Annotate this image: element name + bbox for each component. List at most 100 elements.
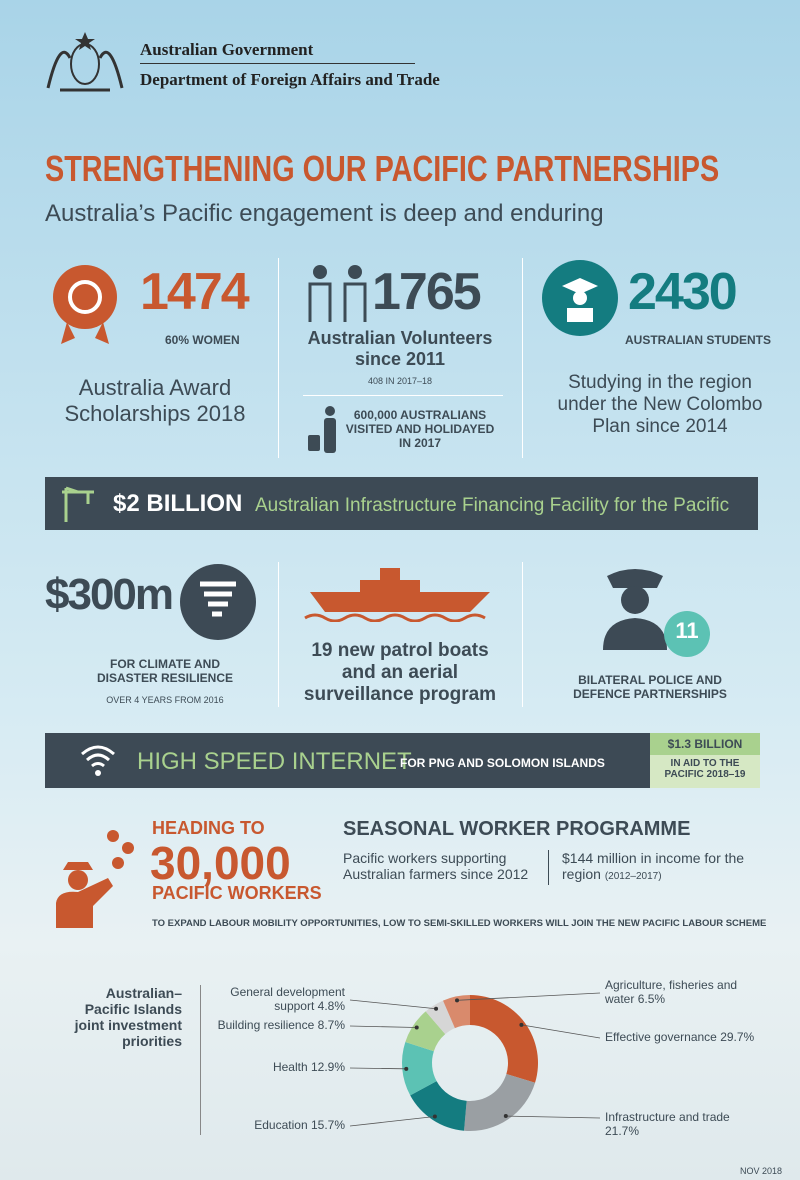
workers-number: 30,000 — [150, 837, 291, 889]
leader-line — [349, 999, 437, 1010]
leader-line — [349, 1067, 407, 1070]
banner-label: Australian Infrastructure Financing Faci… — [255, 495, 730, 516]
chart-title: Australian– Pacific Islands joint invest… — [74, 985, 182, 1049]
aid-label: IN AID TO THE PACIFIC 2018–19 — [664, 758, 746, 780]
donut-label: Education 15.7% — [215, 1118, 345, 1132]
value-label: 29.7% — [720, 1030, 755, 1044]
programme-point: Pacific workers supporting Australian fa… — [343, 850, 529, 882]
leader-line — [521, 1024, 601, 1039]
award-icon — [53, 265, 117, 344]
donut-segment — [402, 1041, 437, 1096]
value-label: 12.9% — [310, 1060, 345, 1074]
volunteers-icon — [308, 265, 367, 322]
security-label: BILATERAL POLICE AND DEFENCE PARTNERSHIP… — [573, 673, 727, 701]
leader-dot — [503, 1114, 508, 1119]
date: NOV 2018 — [740, 1166, 783, 1176]
stat-label: Studying in the region under the New Col… — [557, 372, 763, 437]
donut-segment — [470, 995, 538, 1083]
divider — [522, 258, 523, 458]
category-label: Effective governance — [605, 1030, 717, 1044]
divider — [278, 562, 279, 707]
leader-dot — [434, 1006, 439, 1011]
internet-title: HIGH SPEED INTERNET — [137, 748, 412, 775]
workers-label: PACIFIC WORKERS — [152, 883, 322, 903]
value-label: 21.7% — [605, 1124, 640, 1138]
donut-label: General development support 4.8% — [215, 985, 345, 1013]
value-label: 15.7% — [310, 1118, 345, 1132]
donut-label: Agriculture, fisheries and water 6.5% — [605, 978, 755, 1006]
leader-dot — [404, 1066, 409, 1071]
category-label: Agriculture, fisheries and water — [605, 978, 738, 1006]
leader-dot — [455, 998, 460, 1003]
org-name: Australian Government — [140, 40, 314, 59]
donut-segment — [464, 1074, 536, 1131]
stat-label: Australian Volunteers since 2011 — [307, 328, 493, 369]
stat-number: 1765 — [372, 263, 482, 321]
programme-point: $144 million in income for the region (2… — [562, 850, 752, 882]
value-label: 6.5% — [637, 992, 666, 1006]
divider — [548, 850, 549, 885]
traveller-icon — [308, 406, 336, 453]
category-label: General development support — [230, 985, 345, 1013]
cyclone-icon — [180, 564, 256, 640]
stat-note: AUSTRALIAN STUDENTS — [625, 333, 771, 347]
category-label: Infrastructure and trade — [605, 1110, 730, 1124]
banner — [45, 733, 650, 788]
programme-title: SEASONAL WORKER PROGRAMME — [343, 818, 691, 840]
leader-dot — [414, 1025, 419, 1030]
title: STRENGTHENING OUR PACIFIC PARTNERSHIPS — [45, 148, 720, 189]
security-label: FOR CLIMATE AND DISASTER RESILIENCE — [96, 657, 234, 685]
security-label: 19 new patrol boats and an aerial survei… — [303, 640, 497, 705]
stat-note: 60% WOMEN — [165, 333, 240, 347]
security-amount: $300m — [45, 570, 174, 619]
leader-line — [349, 1116, 435, 1127]
leader-dot — [432, 1114, 437, 1119]
aid-amount: $1.3 BILLION — [667, 737, 743, 751]
stat-label: Australia Award Scholarships 2018 — [64, 375, 246, 426]
security-note: OVER 4 YEARS FROM 2016 — [106, 695, 224, 705]
banner — [45, 477, 758, 530]
banner-amount: $2 BILLION — [113, 490, 243, 517]
donut-segment — [442, 995, 470, 1029]
student-icon — [542, 260, 618, 336]
police-icon — [603, 569, 710, 657]
donut-segment — [405, 1011, 446, 1052]
leader-dot — [519, 1022, 524, 1027]
donut-segment — [410, 1081, 467, 1131]
boat-icon — [304, 568, 490, 622]
worker-icon — [56, 830, 134, 928]
value-label: 8.7% — [317, 1018, 345, 1032]
department: Department of Foreign Affairs and Trade — [140, 70, 440, 89]
rule — [140, 63, 415, 64]
workers-lead: HEADING TO — [152, 818, 265, 838]
security-number: 11 — [675, 618, 699, 643]
rule — [303, 395, 503, 396]
category-label: Health — [272, 1060, 308, 1074]
value-label: 4.8% — [317, 999, 345, 1013]
category-label: Building resilience — [217, 1018, 315, 1032]
stat-number: 2430 — [628, 263, 738, 321]
point-text: $144 million in income for the region — [562, 850, 745, 882]
workers-footnote: TO EXPAND LABOUR MOBILITY OPPORTUNITIES,… — [152, 918, 767, 929]
category-label: Education — [254, 1118, 308, 1132]
stat-number: 1474 — [140, 263, 250, 321]
stat-note: 408 IN 2017–18 — [367, 376, 433, 386]
coat-of-arms — [46, 32, 124, 92]
donut-segment — [425, 1000, 455, 1035]
internet-label: FOR PNG AND SOLOMON ISLANDS — [400, 756, 605, 770]
leader-line — [349, 1025, 417, 1028]
divider — [200, 985, 201, 1135]
stat-extra: 600,000 AUSTRALIANS VISITED AND HOLIDAYE… — [345, 408, 495, 450]
donut-label: Health 12.9% — [215, 1060, 345, 1074]
crane-icon — [62, 486, 94, 522]
donut-label: Effective governance 29.7% — [605, 1030, 775, 1044]
donut-label: Building resilience 8.7% — [215, 1018, 345, 1032]
aid-box — [650, 755, 760, 788]
leader-line — [505, 1115, 601, 1119]
donut-label: Infrastructure and trade 21.7% — [605, 1110, 755, 1138]
leader-line — [457, 992, 601, 1001]
point-note: (2012–2017) — [604, 871, 662, 882]
divider — [278, 258, 279, 458]
